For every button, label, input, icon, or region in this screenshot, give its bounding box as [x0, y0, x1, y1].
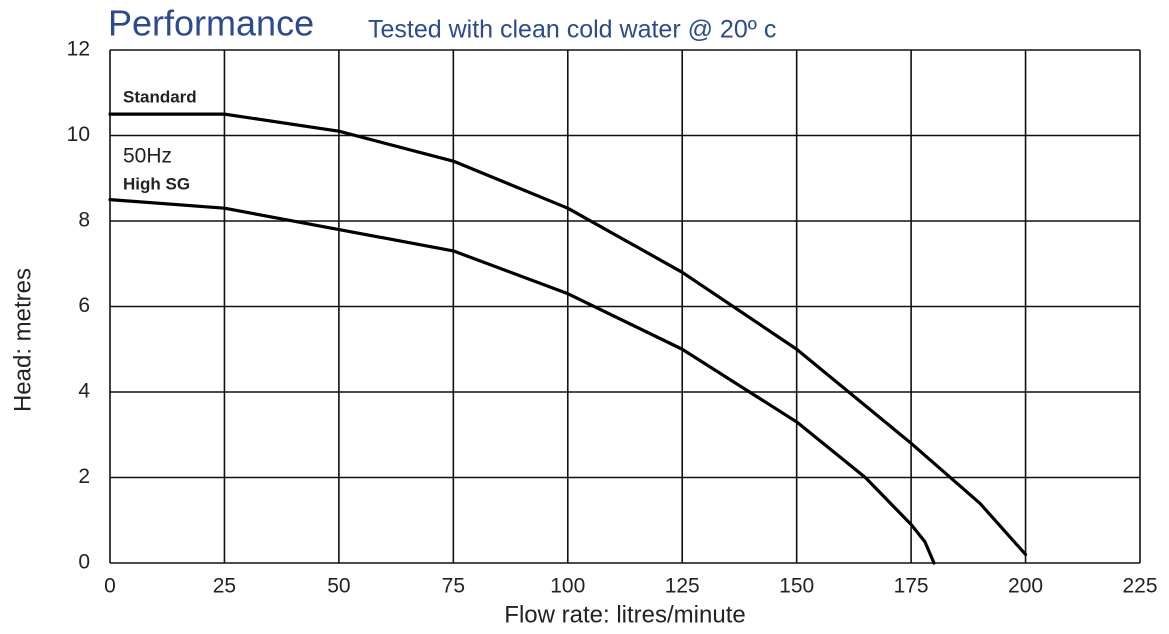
- x-tick-label: 75: [442, 575, 465, 598]
- x-tick-label: 125: [665, 575, 700, 598]
- y-tick-label: 6: [78, 294, 90, 317]
- curve: [108, 198, 936, 565]
- x-tick-label: 50: [327, 575, 350, 598]
- y-axis-label: Head: metres: [9, 268, 36, 412]
- annotation: Standard: [123, 87, 197, 106]
- y-tick-label: 2: [78, 465, 90, 488]
- y-tick-label: 12: [67, 38, 90, 61]
- x-tick-label: 175: [894, 575, 929, 598]
- annotation: 50Hz: [123, 145, 172, 168]
- chart-title: Performance: [108, 3, 314, 44]
- annotation: High SG: [123, 174, 190, 193]
- x-axis-label: Flow rate: litres/minute: [504, 601, 745, 628]
- y-tick-label: 8: [78, 209, 90, 232]
- y-tick-label: 4: [78, 380, 90, 403]
- x-tick-label: 200: [1008, 575, 1043, 598]
- x-tick-label: 225: [1122, 575, 1157, 598]
- chart-subtitle: Tested with clean cold water @ 20º c: [368, 16, 776, 44]
- x-tick-label: 100: [550, 575, 585, 598]
- x-tick-label: 150: [779, 575, 814, 598]
- y-tick-label: 0: [78, 551, 90, 574]
- curve: [108, 112, 1028, 557]
- y-tick-label: 10: [67, 123, 90, 146]
- x-tick-label: 0: [104, 575, 116, 598]
- x-tick-label: 25: [213, 575, 236, 598]
